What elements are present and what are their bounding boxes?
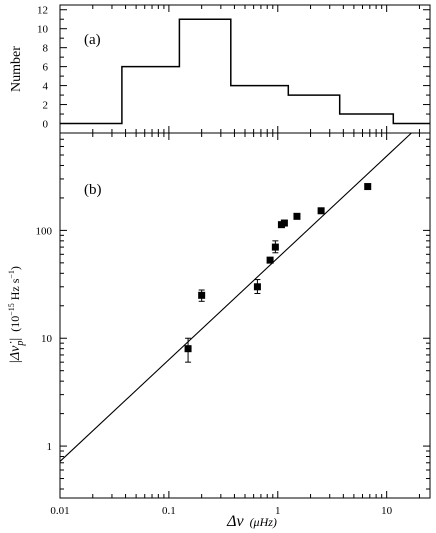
x-tick-label: 0.1 <box>162 505 176 517</box>
y-label-unit-c: ) <box>8 266 22 270</box>
x-tick-label: 10 <box>381 505 393 517</box>
panel-a-x-ticks <box>59 5 420 133</box>
panel-a-y-ticks: 0 2 4 6 8 10 12 <box>37 5 430 131</box>
y-label-unit-b: Hz s <box>8 278 22 303</box>
panel-a-y-tick-label: 4 <box>43 81 49 93</box>
panel-a-y-tick-label: 10 <box>37 24 49 36</box>
y-label-close: | <box>8 338 23 341</box>
panel-a: 0 2 4 6 8 10 12 (a) Number <box>9 4 431 134</box>
data-point <box>280 219 288 227</box>
data-point <box>253 283 261 291</box>
panel-a-y-tick-label: 12 <box>37 5 48 17</box>
panel-a-label: (a) <box>84 32 101 48</box>
x-tick-label: 0.01 <box>50 505 69 517</box>
panel-a-y-tick-label: 0 <box>43 119 49 131</box>
panel-b-x-axis-label: Δν (μHz) <box>226 513 277 530</box>
y-label-unit-a: (10 <box>8 316 22 332</box>
panel-b-y-ticks: 1 10 100 <box>36 132 430 490</box>
x-label-unit: (μHz) <box>250 515 277 529</box>
panel-a-y-tick-label: 6 <box>43 62 49 74</box>
y-label-unit-exponent: −15 <box>7 303 16 316</box>
y-tick-label: 1 <box>47 441 53 453</box>
data-point <box>271 243 279 251</box>
y-label-subscript: p <box>15 341 26 347</box>
x-label-symbol: Δν <box>226 513 244 530</box>
data-points <box>184 183 372 363</box>
panel-a-y-tick-label: 8 <box>43 43 49 55</box>
data-point <box>317 207 325 215</box>
y-label-symbol: |Δν̇ <box>8 342 23 364</box>
panel-b-frame <box>59 132 431 499</box>
y-label-unit-exponent-2: −1 <box>7 270 16 279</box>
panel-b: 0.01 0.1 1 10 1 10 100 (b) |Δν̇p| (10−15 Hz s−… <box>7 132 431 530</box>
histogram-step <box>60 18 430 125</box>
panel-a-y-tick-label: 2 <box>43 100 49 112</box>
data-point <box>293 212 301 220</box>
panel-b-y-axis-label: |Δν̇p| (10−15 Hz s−1) <box>7 266 26 364</box>
y-tick-label: 10 <box>41 333 53 345</box>
data-point <box>198 291 206 299</box>
panel-a-y-axis-label: Number <box>9 46 24 92</box>
panel-b-x-ticks: 0.01 0.1 1 10 <box>50 133 420 517</box>
data-point <box>184 345 192 353</box>
panel-b-label: (b) <box>84 182 102 198</box>
data-point <box>266 256 274 264</box>
x-tick-label: 1 <box>275 505 281 517</box>
fit-line <box>59 132 412 462</box>
y-tick-label: 100 <box>36 225 53 237</box>
data-point <box>364 183 372 191</box>
